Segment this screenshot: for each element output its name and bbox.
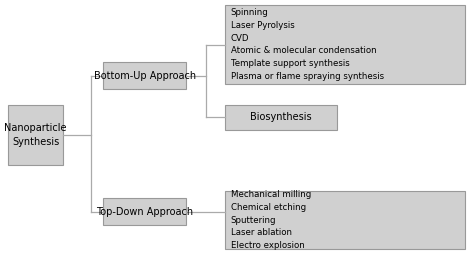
Text: Biosynthesis: Biosynthesis	[250, 112, 312, 123]
Text: Top-Down Approach: Top-Down Approach	[96, 207, 193, 217]
Text: Bottom-Up Approach: Bottom-Up Approach	[93, 70, 196, 81]
Text: Spinning
Laser Pyrolysis
CVD
Atomic & molecular condensation
Template support sy: Spinning Laser Pyrolysis CVD Atomic & mo…	[231, 8, 384, 81]
FancyBboxPatch shape	[225, 5, 465, 84]
FancyBboxPatch shape	[225, 105, 337, 130]
FancyBboxPatch shape	[103, 198, 186, 225]
FancyBboxPatch shape	[8, 105, 63, 165]
Text: Mechanical milling
Chemical etching
Sputtering
Laser ablation
Electro explosion: Mechanical milling Chemical etching Sput…	[231, 190, 311, 250]
Text: Nanoparticle
Synthesis: Nanoparticle Synthesis	[4, 123, 67, 147]
FancyBboxPatch shape	[225, 191, 465, 249]
FancyBboxPatch shape	[103, 62, 186, 89]
